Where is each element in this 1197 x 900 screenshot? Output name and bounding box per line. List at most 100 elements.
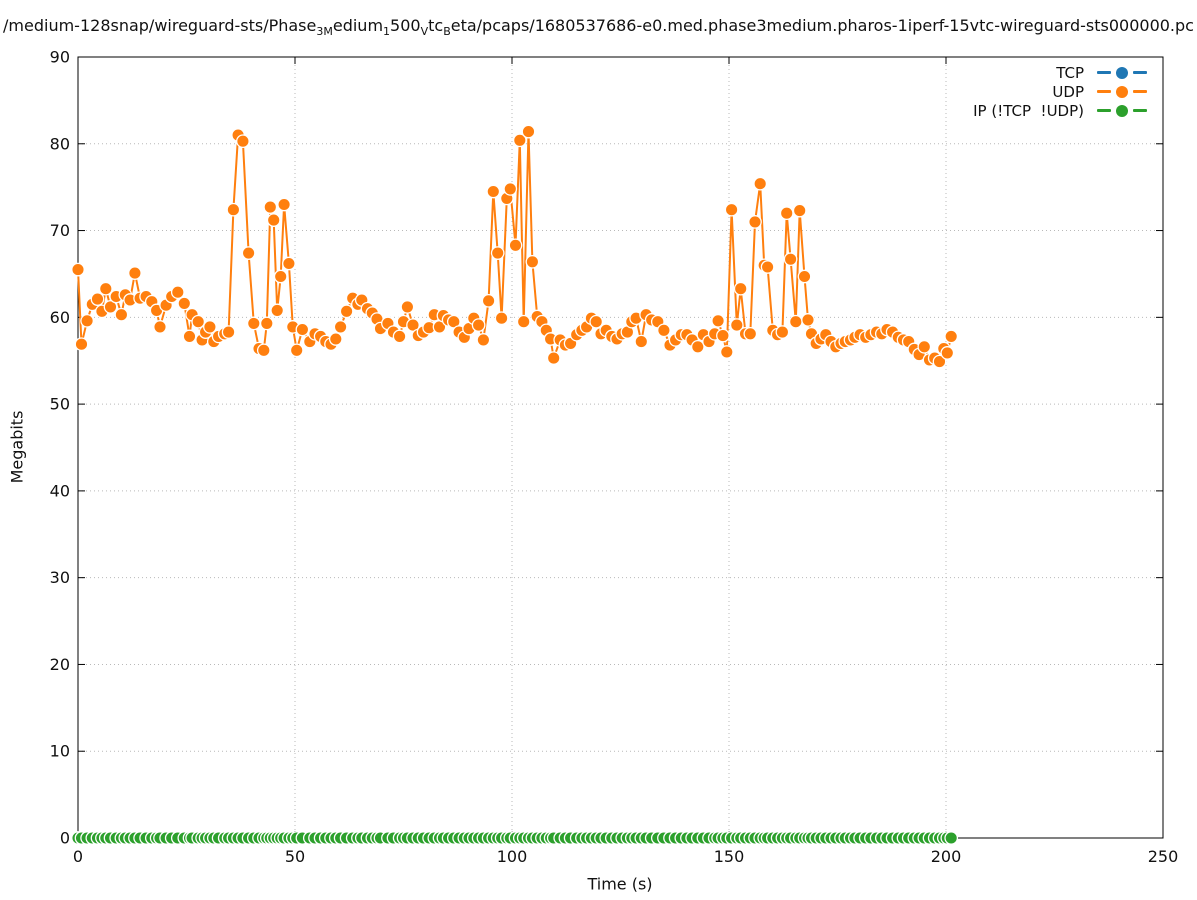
data-point-udp	[277, 197, 291, 212]
data-point-udp	[783, 252, 798, 267]
title-text: tc	[428, 16, 444, 35]
data-point-udp	[256, 343, 271, 358]
data-point-udp	[266, 213, 281, 227]
data-point-udp	[481, 293, 496, 308]
y-tick-label: 40	[50, 481, 70, 500]
title-subscript: 3M	[316, 25, 333, 39]
data-point-udp	[512, 133, 527, 148]
data-point-udp	[634, 334, 649, 349]
data-point-udp	[760, 260, 775, 274]
data-point-udp	[177, 296, 192, 311]
dot-icon	[1116, 85, 1128, 98]
y-axis-label: Megabits	[7, 410, 27, 484]
data-point-udp	[729, 318, 744, 332]
data-point-udp	[339, 304, 354, 319]
data-point-udp	[270, 303, 285, 318]
data-point-udp	[716, 328, 730, 343]
data-point-udp	[743, 326, 758, 341]
data-point-udp	[259, 316, 274, 331]
data-point-udp	[516, 314, 531, 329]
x-tick-label: 250	[1148, 847, 1179, 866]
data-point-udp	[241, 246, 256, 260]
legend-label: UDP	[1052, 82, 1084, 101]
data-point-udp	[153, 320, 167, 334]
title-text: /medium-128snap/wireguard-sts/Phase	[3, 16, 317, 35]
dash-icon	[1133, 90, 1147, 93]
y-tick-label: 70	[50, 221, 70, 240]
data-point-udp	[128, 266, 142, 280]
data-point-udp	[71, 262, 85, 277]
data-point-udp	[797, 269, 812, 284]
data-point-udp	[392, 329, 407, 344]
x-tick-label: 50	[285, 847, 305, 866]
data-point-udp	[525, 254, 540, 269]
y-tick-label: 90	[50, 48, 70, 67]
data-point-udp	[273, 269, 288, 284]
data-point-udp	[203, 320, 217, 334]
data-point-udp	[775, 325, 790, 339]
data-point-udp	[779, 206, 794, 221]
x-tick-label: 0	[73, 847, 83, 866]
dash-icon	[1097, 90, 1111, 93]
data-point-udp	[546, 351, 561, 365]
data-point-udp	[788, 314, 803, 329]
data-point-udp	[801, 313, 815, 327]
data-point-udp	[263, 200, 278, 214]
y-tick-label: 30	[50, 568, 70, 587]
data-point-udp	[748, 215, 762, 229]
data-point-udp	[490, 246, 505, 260]
legend-label: TCP	[1056, 63, 1084, 82]
y-tick-label: 80	[50, 134, 70, 153]
data-point-udp	[226, 202, 241, 217]
data-point-udp	[521, 124, 536, 139]
legend-item-ip: IP (!TCP !UDP)	[973, 101, 1147, 120]
data-point-udp	[508, 238, 523, 253]
chart-title: /medium-128snap/wireguard-sts/Phase3Medi…	[3, 16, 1194, 38]
data-point-udp	[333, 320, 348, 334]
data-point-udp	[753, 176, 768, 191]
data-point-udp	[328, 332, 343, 346]
plot-border	[77, 56, 1164, 839]
legend-line-dot-sample	[1097, 66, 1147, 79]
data-point-ip	[944, 831, 959, 845]
dash-icon	[1133, 71, 1147, 74]
x-tick-label: 200	[931, 847, 962, 866]
data-point-udp	[690, 339, 705, 354]
data-point-udp	[98, 281, 113, 296]
dot-icon	[1116, 66, 1128, 79]
x-tick-label: 150	[714, 847, 745, 866]
data-point-udp	[191, 314, 206, 329]
data-point-udp	[589, 314, 604, 329]
data-point-udp	[724, 202, 739, 217]
data-point-udp	[221, 325, 236, 339]
data-point-udp	[719, 345, 734, 359]
dot-icon	[1116, 104, 1128, 117]
title-subscript: V	[420, 25, 429, 39]
data-point-udp	[733, 281, 748, 296]
legend-line-dot-sample	[1097, 85, 1147, 98]
data-point-udp	[476, 333, 491, 347]
data-point-udp	[471, 318, 486, 332]
y-tick-label: 10	[50, 742, 70, 761]
data-point-udp	[289, 343, 304, 358]
data-point-udp	[114, 307, 129, 322]
data-point-udp	[282, 256, 296, 271]
x-axis-label: Time (s)	[587, 874, 653, 894]
data-point-udp	[80, 313, 94, 328]
data-point-udp	[711, 313, 725, 328]
legend-item-udp: UDP	[973, 82, 1147, 101]
y-tick-label: 0	[60, 829, 70, 848]
title-text: edium	[332, 16, 384, 35]
dash-icon	[1097, 109, 1111, 112]
data-point-udp	[90, 292, 105, 306]
data-point-udp	[917, 339, 932, 354]
data-point-udp	[182, 329, 197, 344]
data-point-udp	[486, 184, 501, 199]
data-point-udp	[103, 300, 118, 314]
data-point-udp	[792, 203, 807, 218]
x-tick-label: 100	[497, 847, 528, 866]
data-point-udp	[932, 354, 947, 369]
data-point-udp	[503, 182, 518, 196]
